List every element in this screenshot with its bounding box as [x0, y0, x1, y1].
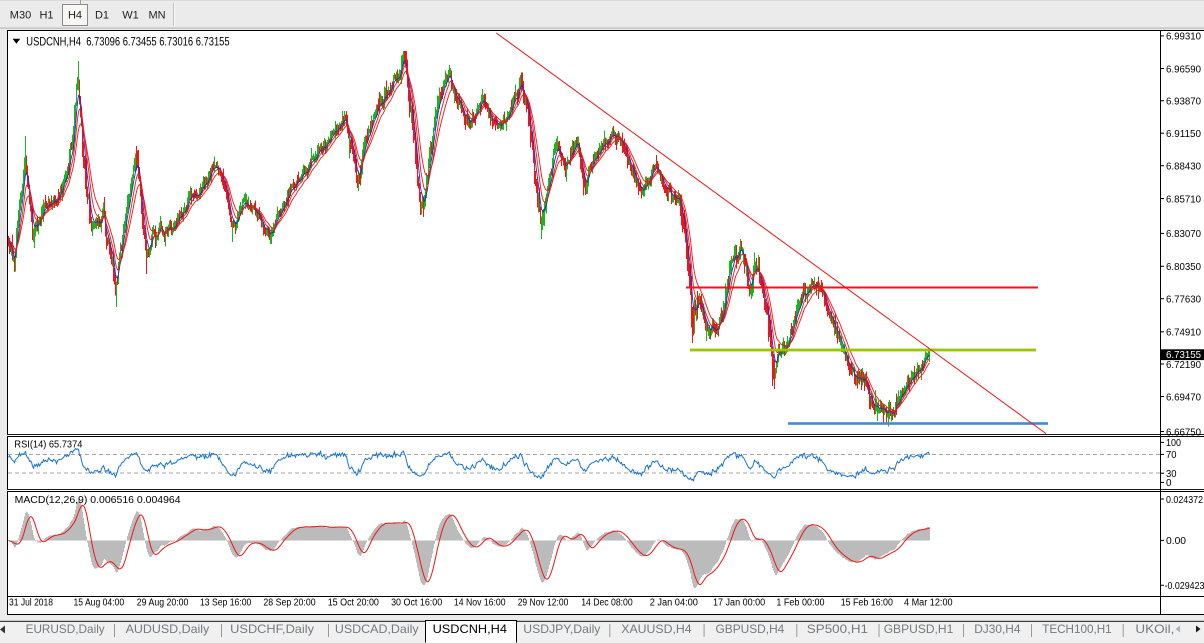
- svg-text:6.74910: 6.74910: [1166, 327, 1201, 339]
- svg-text:DJ30,H4: DJ30,H4: [974, 622, 1021, 636]
- svg-text:USDCHF,Daily: USDCHF,Daily: [230, 622, 314, 636]
- svg-text:EURUSD,Daily: EURUSD,Daily: [26, 622, 105, 636]
- svg-text:RSI(14) 65.7374: RSI(14) 65.7374: [14, 439, 82, 451]
- svg-text:6.85710: 6.85710: [1166, 193, 1201, 205]
- svg-text:15 Oct 20:00: 15 Oct 20:00: [328, 598, 380, 609]
- svg-text:AUDUSD,Daily: AUDUSD,Daily: [126, 622, 210, 636]
- svg-text:TECH100,H1: TECH100,H1: [1042, 622, 1112, 636]
- svg-text:USDCNH,H4 6.73096 6.73455 6.7: USDCNH,H4 6.73096 6.73455 6.73016 6.7315…: [26, 34, 230, 48]
- svg-text:6.69470: 6.69470: [1166, 391, 1201, 403]
- svg-text:USDCAD,Daily: USDCAD,Daily: [335, 622, 419, 636]
- svg-text:USDJPY,Daily: USDJPY,Daily: [523, 622, 600, 636]
- svg-text:6.88430: 6.88430: [1166, 161, 1201, 173]
- svg-text:6.72190: 6.72190: [1166, 359, 1201, 371]
- svg-text:XAUUSD,H4: XAUUSD,H4: [621, 622, 692, 636]
- svg-text:15 Feb 16:00: 15 Feb 16:00: [841, 598, 894, 609]
- svg-text:6.91150: 6.91150: [1166, 128, 1201, 140]
- svg-text:UKOil,: UKOil,: [1135, 622, 1174, 636]
- svg-text:14 Dec 08:00: 14 Dec 08:00: [581, 598, 633, 609]
- svg-text:2 Jan 04:00: 2 Jan 04:00: [650, 598, 699, 609]
- svg-text:0.024372: 0.024372: [1166, 494, 1203, 506]
- svg-text:6.93870: 6.93870: [1166, 96, 1201, 108]
- svg-text:6.80350: 6.80350: [1166, 261, 1201, 273]
- svg-text:28 Sep 20:00: 28 Sep 20:00: [263, 598, 316, 609]
- svg-text:6.77630: 6.77630: [1166, 294, 1201, 306]
- svg-text:13 Sep 16:00: 13 Sep 16:00: [200, 598, 252, 609]
- svg-text:6.99310: 6.99310: [1166, 31, 1201, 43]
- svg-text:70: 70: [1166, 449, 1177, 461]
- svg-text:6.83070: 6.83070: [1166, 228, 1201, 240]
- svg-text:31 Jul 2018: 31 Jul 2018: [9, 598, 53, 609]
- svg-text:30 Oct 16:00: 30 Oct 16:00: [391, 598, 442, 609]
- svg-text:15 Aug 04:00: 15 Aug 04:00: [74, 598, 125, 609]
- svg-text:H4: H4: [68, 10, 82, 22]
- svg-text:W1: W1: [122, 10, 139, 22]
- svg-text:1 Feb 00:00: 1 Feb 00:00: [776, 598, 824, 609]
- svg-text:GBPUSD,H1: GBPUSD,H1: [884, 622, 954, 636]
- svg-text:MN: MN: [148, 10, 165, 22]
- svg-text:29 Nov 12:00: 29 Nov 12:00: [518, 598, 569, 609]
- svg-text:SP500,H1: SP500,H1: [807, 622, 869, 636]
- svg-text:GBPUSD,H4: GBPUSD,H4: [716, 622, 785, 636]
- svg-text:-0.029423: -0.029423: [1165, 580, 1204, 592]
- svg-text:29 Aug 20:00: 29 Aug 20:00: [137, 598, 189, 609]
- svg-text:0: 0: [1166, 477, 1172, 489]
- svg-text:D1: D1: [95, 10, 109, 22]
- svg-text:H1: H1: [39, 10, 53, 22]
- svg-text:6.66750: 6.66750: [1166, 426, 1201, 438]
- svg-text:6.96590: 6.96590: [1166, 63, 1201, 75]
- svg-text:6.73155: 6.73155: [1166, 349, 1201, 361]
- svg-text:MACD(12,26,9) 0.006516 0.00496: MACD(12,26,9) 0.006516 0.004964: [15, 494, 181, 506]
- svg-text:17 Jan 00:00: 17 Jan 00:00: [713, 598, 766, 609]
- svg-text:USDCNH,H4: USDCNH,H4: [433, 622, 508, 636]
- svg-text:14 Nov 16:00: 14 Nov 16:00: [454, 598, 506, 609]
- svg-text:0.00: 0.00: [1166, 535, 1186, 547]
- svg-text:30: 30: [1166, 468, 1177, 480]
- svg-text:M30: M30: [10, 10, 31, 22]
- svg-text:100: 100: [1166, 437, 1181, 449]
- svg-text:4 Mar 12:00: 4 Mar 12:00: [904, 598, 953, 609]
